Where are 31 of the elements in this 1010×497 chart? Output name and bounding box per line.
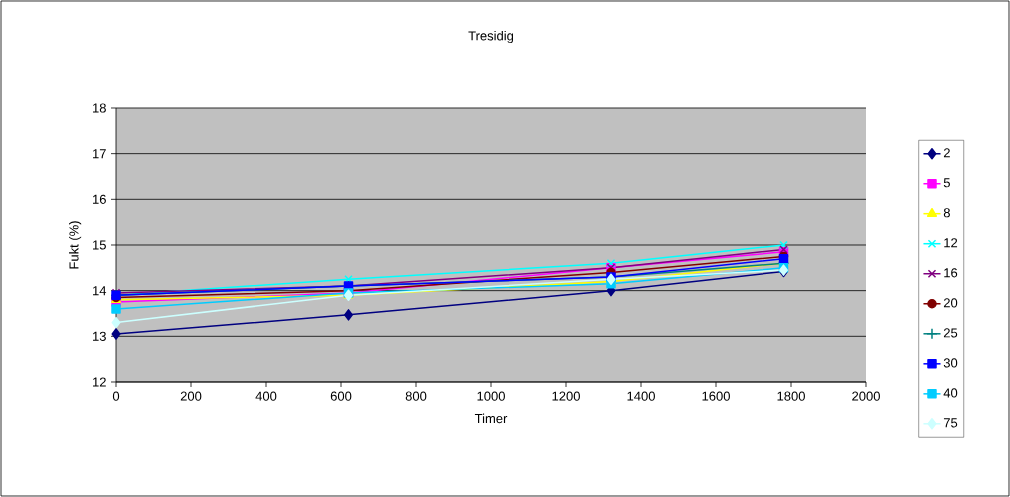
y-tick-label: 16 xyxy=(93,194,106,204)
legend-label: 2 xyxy=(943,148,950,158)
chart-title: Tresidig xyxy=(468,30,514,44)
legend-label: 12 xyxy=(944,238,958,248)
x-tick-label: 1400 xyxy=(627,391,655,401)
y-tick-label: 15 xyxy=(93,240,106,250)
x-tick-label: 800 xyxy=(405,391,427,401)
y-tick-label: 17 xyxy=(93,149,106,159)
x-tick-label: 0 xyxy=(112,391,120,401)
y-tick-label: 14 xyxy=(93,286,107,296)
legend-label: 20 xyxy=(943,298,958,308)
y-tick-label: 12 xyxy=(93,377,106,387)
x-tick-label: 1600 xyxy=(702,391,730,401)
legend-label: 16 xyxy=(944,268,958,278)
x-tick-label: 1000 xyxy=(477,391,505,401)
y-tick-label: 13 xyxy=(93,331,106,341)
y-axis-title: Fukt (%) xyxy=(69,221,82,269)
legend-label: 40 xyxy=(943,388,958,398)
legend-label: 8 xyxy=(943,208,950,218)
legend-label: 30 xyxy=(943,358,958,368)
legend-label: 5 xyxy=(943,178,950,188)
x-tick-label: 2000 xyxy=(852,391,880,401)
legend-label: 75 xyxy=(943,418,958,428)
legend-label: 25 xyxy=(943,328,958,338)
x-tick-label: 600 xyxy=(330,391,352,401)
x-axis-title: Timer xyxy=(474,413,508,424)
x-tick-label: 1800 xyxy=(777,391,805,401)
x-tick-label: 400 xyxy=(255,391,277,401)
y-tick-label: 18 xyxy=(93,103,106,113)
x-tick-label: 200 xyxy=(180,391,202,401)
x-tick-label: 1200 xyxy=(552,391,580,401)
